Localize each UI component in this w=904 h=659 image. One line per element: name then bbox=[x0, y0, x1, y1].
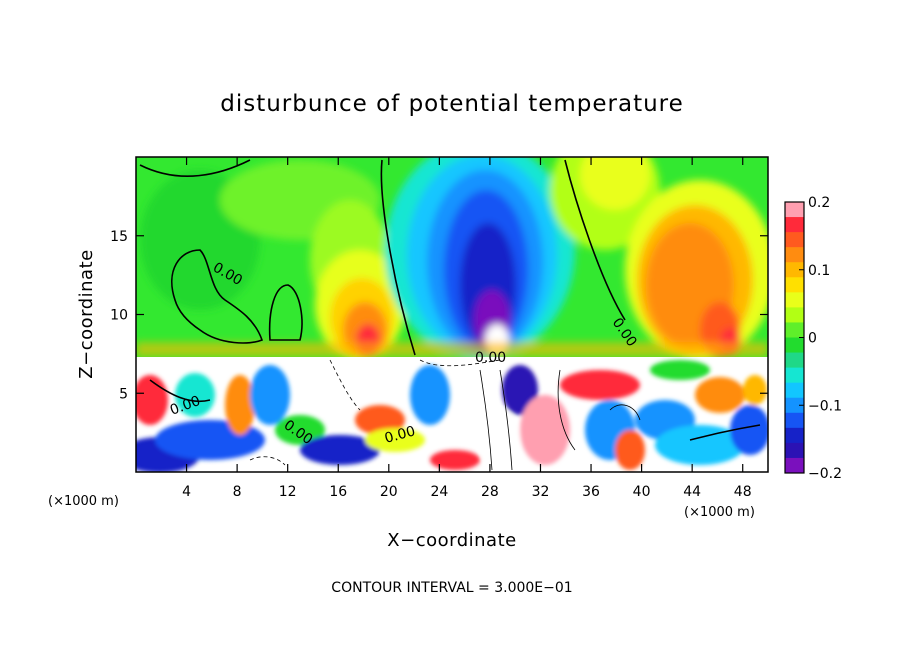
colorbar-swatch bbox=[785, 262, 804, 278]
y-axis-label: Z−coordinate bbox=[76, 249, 97, 378]
contour-label: 0.00 bbox=[383, 423, 417, 447]
colorbar-swatch bbox=[785, 277, 804, 293]
contour-line bbox=[139, 159, 251, 177]
x-tick-label: 20 bbox=[380, 484, 398, 500]
contour-lines bbox=[139, 159, 761, 441]
colorbar-ticks: 0.2 0.1 0 −0.1 −0.2 bbox=[799, 195, 842, 482]
colorbar-tick-label: 0.2 bbox=[808, 195, 830, 211]
contour-interval-note: CONTOUR INTERVAL = 3.000E−01 bbox=[331, 580, 572, 596]
colorbar-swatch bbox=[785, 217, 804, 233]
colorbar-swatch bbox=[785, 232, 804, 248]
colorbar-tick-label: −0.1 bbox=[808, 398, 842, 414]
x-tick-label: 4 bbox=[182, 484, 191, 500]
colorbar-swatch bbox=[785, 457, 804, 474]
y-axis-ticks: 5 10 15 bbox=[110, 229, 768, 402]
contour-line bbox=[268, 284, 303, 341]
contour-lines-fine bbox=[249, 359, 641, 471]
colorbar-swatch bbox=[785, 337, 804, 354]
x-axis-ticks: 4 8 12 16 20 24 28 32 36 40 44 48 bbox=[182, 157, 752, 500]
colorbar-swatch bbox=[785, 427, 804, 444]
colorbar bbox=[785, 202, 804, 474]
colorbar-swatch bbox=[785, 382, 804, 399]
colorbar-swatch bbox=[785, 367, 804, 384]
x-tick-label: 48 bbox=[734, 484, 752, 500]
colorbar-swatch bbox=[785, 307, 804, 323]
x-axis-label: X−coordinate bbox=[387, 530, 516, 551]
x-tick-label: 44 bbox=[683, 484, 701, 500]
colorbar-swatch bbox=[785, 397, 804, 414]
colorbar-swatch bbox=[785, 292, 804, 308]
y-tick-label: 10 bbox=[110, 308, 128, 324]
x-tick-label: 40 bbox=[633, 484, 651, 500]
x-tick-label: 32 bbox=[532, 484, 550, 500]
x-tick-label: 36 bbox=[582, 484, 600, 500]
y-tick-label: 15 bbox=[110, 229, 128, 245]
contour-label: 0.00 bbox=[475, 350, 506, 366]
x-origin-unit-label: (×1000 m) bbox=[48, 494, 119, 509]
x-tick-label: 12 bbox=[279, 484, 297, 500]
contour-line bbox=[564, 159, 626, 321]
colorbar-swatch bbox=[785, 322, 804, 338]
y-tick-label: 5 bbox=[119, 386, 128, 402]
x-tick-label: 24 bbox=[430, 484, 448, 500]
colorbar-swatch bbox=[785, 412, 804, 429]
heatmap-field: 0.00 0.00 0.00 0.00 0.00 0.00 bbox=[136, 157, 768, 472]
colorbar-tick-label: 0 bbox=[808, 331, 817, 347]
colorbar-tick-label: −0.2 bbox=[808, 466, 842, 482]
contour-line bbox=[380, 159, 416, 356]
contour-line bbox=[171, 249, 264, 344]
x-axis-unit-label: (×1000 m) bbox=[684, 505, 755, 520]
chart-title: disturbunce of potential temperature bbox=[220, 91, 684, 117]
colorbar-swatch bbox=[785, 202, 804, 218]
colorbar-tick-label: 0.1 bbox=[808, 263, 830, 279]
colorbar-swatch bbox=[785, 442, 804, 459]
x-tick-label: 8 bbox=[233, 484, 242, 500]
upper-field-blobs bbox=[136, 157, 768, 360]
contour-line bbox=[689, 424, 761, 441]
colorbar-swatch bbox=[785, 247, 804, 263]
x-tick-label: 16 bbox=[329, 484, 347, 500]
x-tick-label: 28 bbox=[481, 484, 499, 500]
contour-line bbox=[149, 379, 211, 403]
colorbar-swatch bbox=[785, 352, 804, 369]
